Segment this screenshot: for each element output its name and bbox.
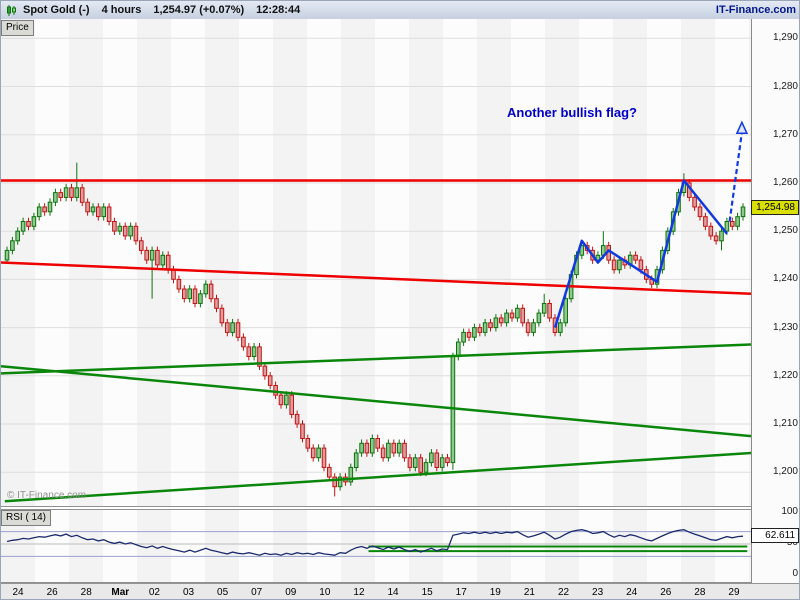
instrument-name: Spot Gold (-) bbox=[23, 4, 90, 16]
price-gridlines bbox=[1, 37, 751, 473]
brand-link[interactable]: IT-Finance.com bbox=[715, 4, 796, 16]
price-tick-label: 1,290 bbox=[772, 32, 798, 44]
time-axis[interactable]: 24 26 28 Mar 02 03 05 07 09 10 12 14 15 17 19 21 22 23 24 2… bbox=[1, 583, 799, 599]
time-tick-label: 02 bbox=[148, 587, 160, 598]
time-tick-label: 05 bbox=[217, 587, 229, 598]
rsi-trendlines[interactable] bbox=[368, 545, 748, 553]
rsi-level-lines bbox=[1, 531, 751, 557]
time-tick-label: 07 bbox=[251, 587, 263, 598]
red-resistance-lines[interactable] bbox=[1, 179, 751, 296]
time-tick-label: 24 bbox=[626, 587, 638, 598]
last-quote: 1,254.97 (+0.07%) bbox=[153, 4, 245, 16]
time-tick-label: 28 bbox=[694, 587, 706, 598]
time-tick-label: 26 bbox=[46, 587, 58, 598]
time-tick-label: 28 bbox=[80, 587, 92, 598]
titlebar: Spot Gold (-) 4 hours 1,254.97 (+0.07%) … bbox=[1, 1, 799, 20]
bullish-flag-label[interactable]: Another bullish flag? bbox=[507, 105, 637, 120]
time-tick-label: 19 bbox=[489, 587, 501, 598]
rsi-tick-label: 100 bbox=[781, 506, 798, 517]
price-tick-label: 1,250 bbox=[772, 225, 798, 237]
price-tick-label: 1,280 bbox=[772, 80, 798, 92]
time-tick-label: 17 bbox=[455, 587, 467, 598]
time-tick-label: 12 bbox=[353, 587, 365, 598]
time-tick-label: 29 bbox=[728, 587, 740, 598]
price-axis[interactable]: 1,290 1,280 1,270 1,260 1,250 1,240 1,230 1,220… bbox=[751, 19, 799, 583]
price-chart-svg bbox=[1, 37, 751, 503]
green-trendlines[interactable] bbox=[1, 343, 751, 503]
price-tick-label: 1,270 bbox=[772, 128, 798, 140]
price-tick-label: 1,220 bbox=[772, 369, 798, 381]
time-tick-label: Mar bbox=[111, 587, 130, 598]
price-tick-label: 1,200 bbox=[772, 466, 798, 478]
watermark: © IT-Finance.com bbox=[7, 490, 87, 501]
tab-rsi[interactable]: RSI ( 14) bbox=[1, 510, 52, 526]
candlestick-icon bbox=[5, 4, 18, 17]
rsi-tick-label: 0 bbox=[792, 568, 798, 579]
timeframe-label: 4 hours bbox=[101, 4, 142, 16]
rsi-line bbox=[6, 529, 744, 556]
price-tick-label: 1,240 bbox=[772, 273, 798, 285]
bull-flag-annotation[interactable] bbox=[553, 120, 749, 328]
rsi-value-badge: 62.611 bbox=[751, 528, 799, 544]
time-tick-label: 22 bbox=[557, 587, 570, 598]
last-price-badge: 1,254.98 bbox=[751, 200, 799, 216]
quote-time: 12:28:44 bbox=[256, 4, 301, 16]
time-tick-label: 14 bbox=[387, 587, 399, 598]
time-tick-label: 23 bbox=[592, 587, 604, 598]
time-tick-label: 03 bbox=[182, 587, 195, 598]
rsi-chart-svg bbox=[1, 529, 751, 557]
breakout-arrow[interactable] bbox=[735, 120, 749, 135]
price-tick-label: 1,230 bbox=[772, 321, 798, 333]
time-tick-label: 21 bbox=[523, 587, 535, 598]
time-tick-label: 15 bbox=[421, 587, 433, 598]
candlestick-series bbox=[4, 162, 746, 497]
price-tick-label: 1,210 bbox=[772, 418, 798, 430]
time-tick-label: 24 bbox=[12, 587, 24, 598]
time-tick-label: 09 bbox=[285, 587, 297, 598]
time-tick-label: 26 bbox=[660, 587, 672, 598]
rsi-panel[interactable] bbox=[1, 509, 751, 583]
price-tick-label: 1,260 bbox=[772, 176, 798, 188]
time-tick-label: 10 bbox=[319, 587, 331, 598]
price-chart-panel[interactable]: Another bullish flag? © IT-Finance.com bbox=[1, 19, 751, 507]
tab-price[interactable]: Price bbox=[1, 20, 34, 36]
